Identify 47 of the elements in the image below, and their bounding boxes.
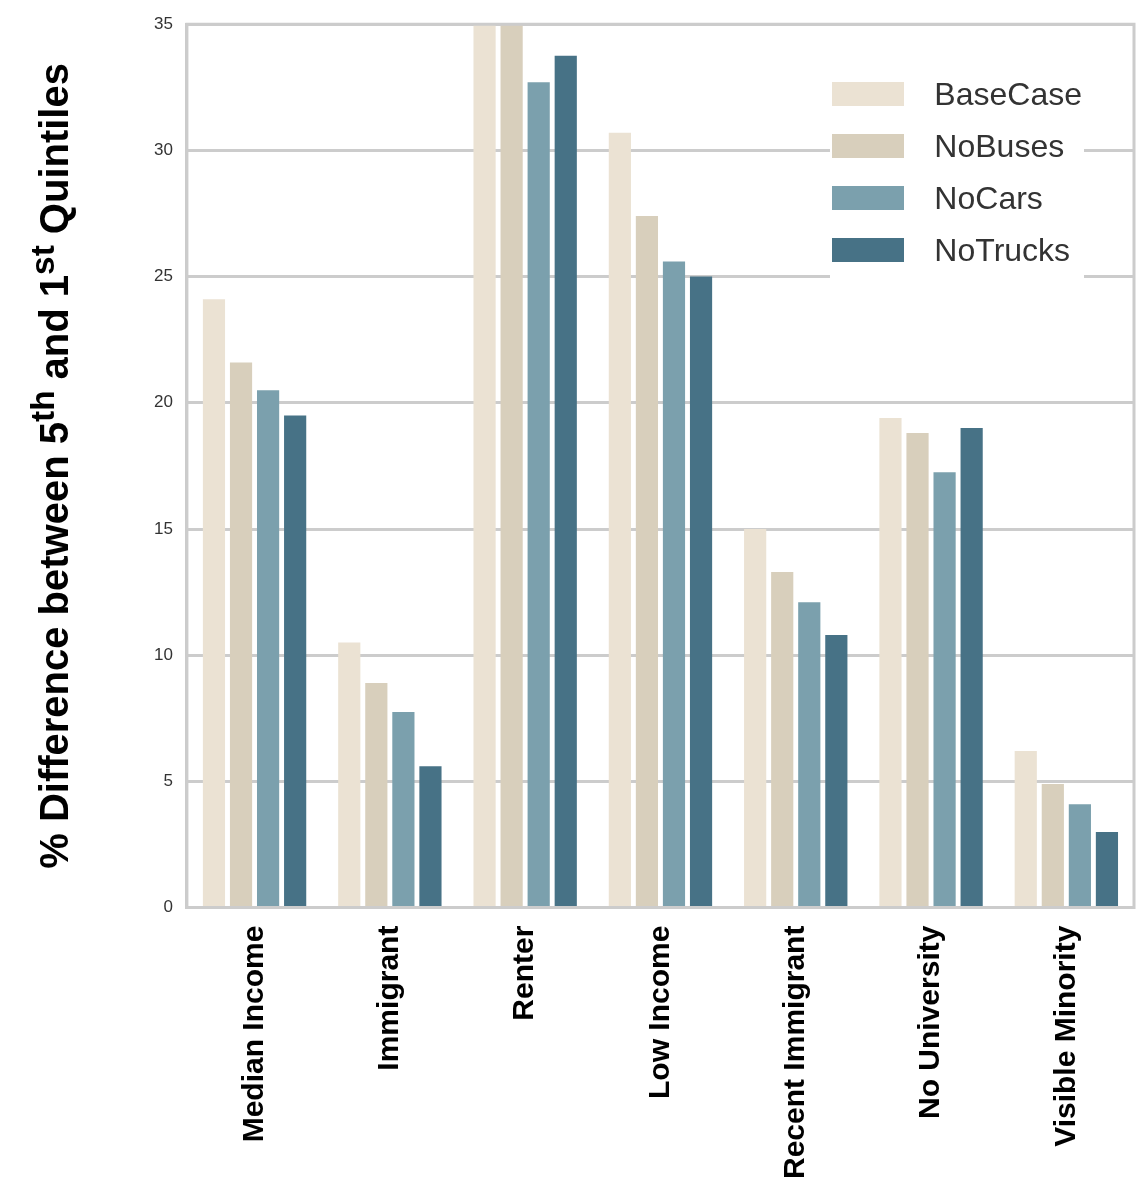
bar: [527, 82, 550, 907]
bar: [1068, 804, 1091, 907]
bar: [608, 132, 631, 907]
bar: [744, 529, 767, 907]
bar: [500, 24, 523, 907]
bar: [771, 571, 794, 907]
legend-label: BaseCase: [934, 75, 1082, 113]
bar: [284, 415, 307, 907]
bar: [365, 682, 388, 907]
y-tick-label: 30: [153, 140, 173, 160]
bar: [256, 390, 280, 907]
y-tick-label: 35: [153, 13, 173, 33]
bar: [338, 642, 361, 907]
bar: [879, 417, 902, 907]
x-tick-label: Low Income: [641, 925, 675, 1099]
bar: [635, 216, 659, 907]
legend-label: NoBuses: [934, 127, 1065, 165]
legend-label: NoCars: [934, 179, 1043, 217]
y-tick-label: 5: [163, 771, 173, 791]
bar: [960, 428, 983, 907]
bar: [1041, 783, 1064, 907]
bar: [473, 24, 496, 907]
bar: [689, 276, 713, 907]
bar: [662, 261, 686, 907]
x-tick-label: Recent Immigrant: [777, 925, 811, 1179]
bar: [229, 362, 253, 907]
bar: [202, 299, 226, 907]
y-tick-label: 15: [153, 518, 173, 538]
bar: [1014, 751, 1037, 907]
y-tick-label: 25: [153, 266, 173, 286]
bar: [825, 635, 848, 907]
bar: [554, 55, 577, 907]
x-tick-label: Immigrant: [371, 925, 405, 1071]
x-tick-label: Renter: [506, 925, 540, 1021]
bar: [392, 712, 415, 907]
bar: [419, 766, 442, 907]
bar: [933, 472, 956, 907]
y-tick-label: 0: [163, 897, 173, 917]
bar: [906, 433, 929, 907]
y-tick-label: 10: [153, 644, 173, 664]
x-tick-label: Median Income: [235, 925, 269, 1143]
x-tick-label: Visible Minority: [1047, 925, 1081, 1147]
legend-label: NoTrucks: [934, 231, 1071, 269]
x-tick-label: No University: [912, 925, 946, 1119]
y-tick-label: 20: [153, 392, 173, 412]
bar: [1095, 831, 1119, 907]
bar: [798, 602, 821, 907]
